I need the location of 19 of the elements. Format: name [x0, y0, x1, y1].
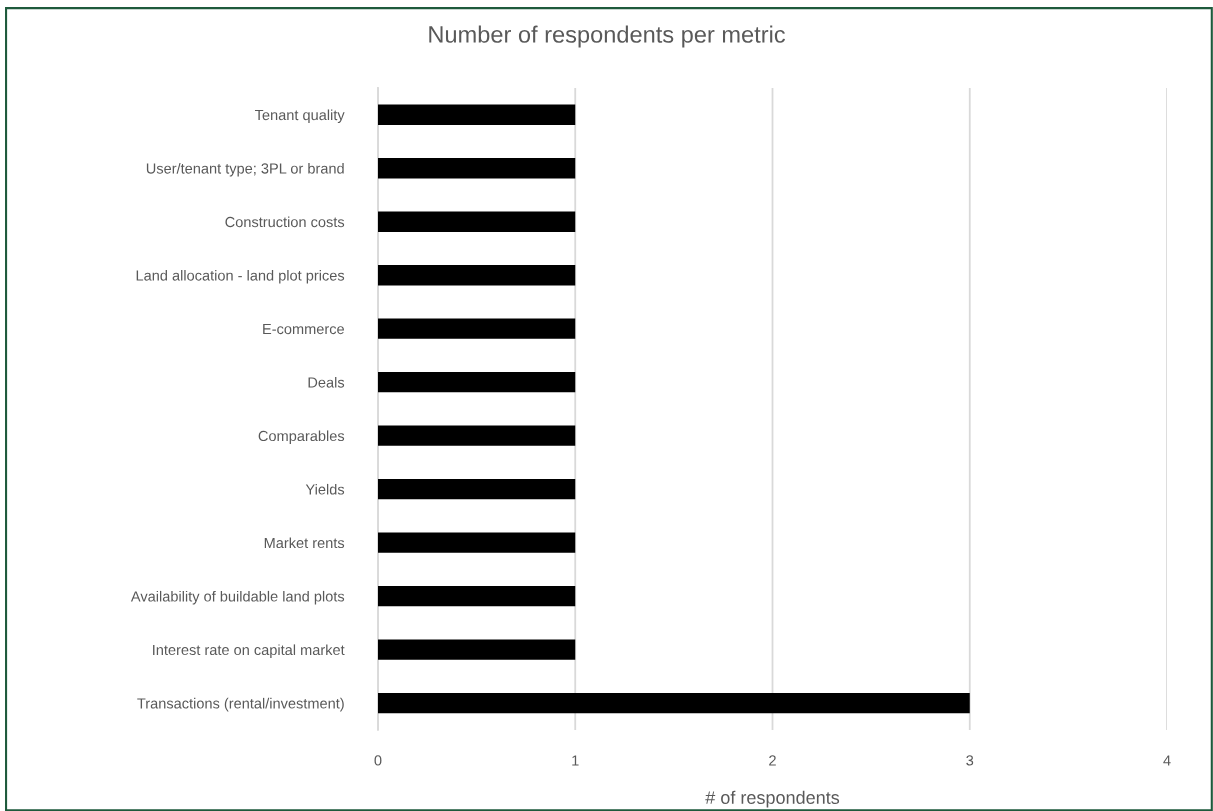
- x-tick-label: 4: [1163, 755, 1171, 766]
- y-tick-label: E-commerce: [263, 323, 344, 335]
- x-tick-label: 3: [966, 755, 974, 766]
- y-tick-label: Transactions (rental/investment): [137, 697, 344, 712]
- x-axis-title: # of respondents: [705, 790, 840, 808]
- y-tick-label: Deals: [308, 376, 345, 388]
- y-tick-label: Yields: [305, 483, 345, 495]
- y-tick-label: User/tenant type; 3PL or brand: [146, 162, 344, 177]
- y-tick-label: Availability of buildable land plots: [130, 590, 345, 605]
- y-tick-label: Market rents: [264, 537, 345, 549]
- y-tick-label: Interest rate on capital market: [153, 644, 345, 658]
- y-tick-label: Construction costs: [225, 216, 345, 228]
- y-tick-label: Comparables: [258, 430, 345, 444]
- chart-title: Number of respondents per metric: [429, 25, 786, 48]
- y-tick-label: Tenant quality: [254, 109, 345, 124]
- x-tick-label: 2: [769, 755, 776, 766]
- y-tick-label: Land allocation - land plot prices: [136, 269, 345, 284]
- x-tick-label: 0: [374, 755, 382, 766]
- x-tick-label: 1: [572, 755, 579, 766]
